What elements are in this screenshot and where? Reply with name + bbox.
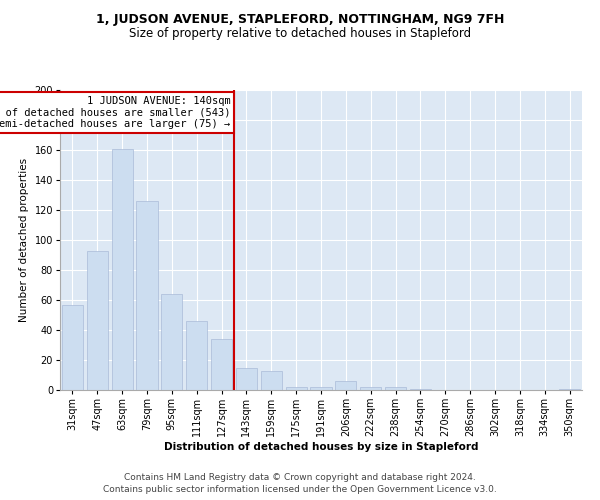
Text: 1 JUDSON AVENUE: 140sqm
← 88% of detached houses are smaller (543)
12% of semi-d: 1 JUDSON AVENUE: 140sqm ← 88% of detache… [0, 96, 230, 129]
Bar [261, 370, 282, 390]
Text: Contains public sector information licensed under the Open Government Licence v3: Contains public sector information licen… [103, 485, 497, 494]
Bar [62, 304, 83, 390]
Bar [410, 388, 431, 390]
Bar [112, 148, 133, 390]
Bar [186, 321, 207, 390]
Bar [87, 250, 108, 390]
Bar [360, 387, 381, 390]
Bar [136, 201, 158, 390]
Text: Size of property relative to detached houses in Stapleford: Size of property relative to detached ho… [129, 28, 471, 40]
Bar [559, 388, 580, 390]
Bar [211, 339, 232, 390]
Y-axis label: Number of detached properties: Number of detached properties [19, 158, 29, 322]
Bar [385, 387, 406, 390]
Bar [286, 387, 307, 390]
Bar [161, 294, 182, 390]
Text: Distribution of detached houses by size in Stapleford: Distribution of detached houses by size … [164, 442, 478, 452]
Bar [236, 368, 257, 390]
Bar [310, 387, 332, 390]
Text: Contains HM Land Registry data © Crown copyright and database right 2024.: Contains HM Land Registry data © Crown c… [124, 472, 476, 482]
Text: 1, JUDSON AVENUE, STAPLEFORD, NOTTINGHAM, NG9 7FH: 1, JUDSON AVENUE, STAPLEFORD, NOTTINGHAM… [96, 12, 504, 26]
Bar [335, 381, 356, 390]
